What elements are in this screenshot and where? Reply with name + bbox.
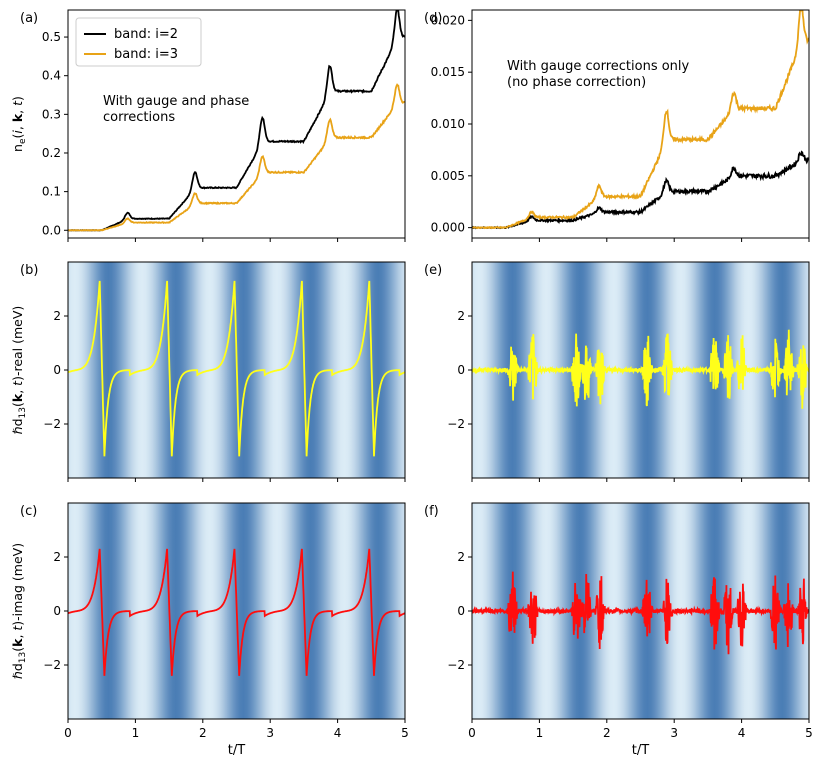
panel-b: −2 0 2 (b) ℏd13(k, t)-real (meV) (10, 261, 406, 482)
ytick-label: −2 (43, 658, 61, 672)
series-line-f-0 (472, 571, 809, 655)
xtick-label: 3 (670, 726, 678, 740)
xtick-label: 0 (64, 726, 72, 740)
ytick-label: 0.020 (431, 13, 465, 27)
series-line-d-1 (472, 10, 809, 230)
ytick-label: 0.000 (431, 221, 465, 235)
xtick-label: 4 (334, 726, 342, 740)
xtick-label: 4 (738, 726, 746, 740)
ytick-label: −2 (447, 658, 465, 672)
ytick-label: 0.005 (431, 169, 465, 183)
ytick-label: −2 (43, 417, 61, 431)
y-axis-label: ne(i, k, t) (10, 96, 28, 152)
legend-box (75, 17, 202, 67)
x-axis-label: t/T (228, 743, 245, 758)
ytick-label: 2 (457, 309, 465, 323)
xtick-label: 1 (536, 726, 544, 740)
series-line-a-1 (68, 83, 405, 232)
ytick-label: 2 (457, 550, 465, 564)
ytick-label: 0 (53, 604, 61, 618)
xtick-label: 0 (468, 726, 476, 740)
panel-label: (d) (424, 11, 442, 26)
ytick-label: 2 (53, 309, 61, 323)
panel-e: −2 0 2 (e) (424, 261, 810, 482)
ytick-label: 2 (53, 550, 61, 564)
panel-label: (a) (20, 11, 38, 26)
axes-frame (67, 9, 406, 239)
legend-label: band: i=2 (114, 27, 178, 42)
ytick-label: −2 (447, 417, 465, 431)
xtick-label: 1 (132, 726, 140, 740)
series-line-e-0 (472, 329, 809, 409)
panel-label: (b) (20, 263, 38, 278)
panel-label: (e) (424, 263, 442, 278)
panel-label: (c) (20, 504, 37, 519)
ytick-label: 0 (53, 363, 61, 377)
panel-label: (f) (424, 504, 439, 519)
ytick-label: 0.5 (42, 30, 61, 44)
ytick-label: 0.010 (431, 117, 465, 131)
ytick-label: 0.3 (42, 107, 61, 121)
axes-frame (471, 9, 810, 239)
series-line-b-0 (68, 280, 405, 457)
legend-label: band: i=3 (114, 47, 178, 62)
xtick-label: 5 (401, 726, 409, 740)
xtick-label: 2 (603, 726, 611, 740)
x-axis-label: t/T (632, 743, 649, 758)
ytick-label: 0.1 (42, 185, 61, 199)
ytick-label: 0.0 (42, 223, 61, 237)
ytick-label: 0 (457, 604, 465, 618)
annotation-text: (no phase correction) (507, 75, 646, 90)
series-line-d-0 (472, 150, 809, 230)
annotation-text: With gauge corrections only (507, 59, 690, 74)
xtick-label: 5 (805, 726, 813, 740)
ytick-label: 0.2 (42, 146, 61, 160)
panel-f: −2 0 2 0 1 2 3 4 5 t/T (f) (424, 502, 813, 758)
series-line-a-0 (68, 10, 405, 232)
y-axis-label: ℏd13(k, t)-imag (meV) (10, 543, 28, 679)
annotation-text: With gauge and phase (103, 94, 249, 109)
xtick-label: 2 (199, 726, 207, 740)
ytick-label: 0.4 (42, 69, 61, 83)
ytick-label: 0.015 (431, 65, 465, 79)
series-line-c-0 (68, 548, 405, 676)
panel-c: −2 0 2 0 1 2 3 4 5 t/T (c) ℏd13(k, t)-imag (meV) (10, 502, 409, 758)
annotation-text: corrections (103, 110, 175, 125)
xtick-label: 3 (266, 726, 274, 740)
panel-d: 0.000 0.005 0.010 0.015 0.020(d) With gauge c… (424, 9, 810, 242)
panel-a: 0.0 0.1 0.2 0.3 0.4 0.5 (a) ne(i, k, t) With gau… (10, 9, 406, 242)
y-axis-label: ℏd13(k, t)-real (meV) (10, 306, 28, 435)
ytick-label: 0 (457, 363, 465, 377)
